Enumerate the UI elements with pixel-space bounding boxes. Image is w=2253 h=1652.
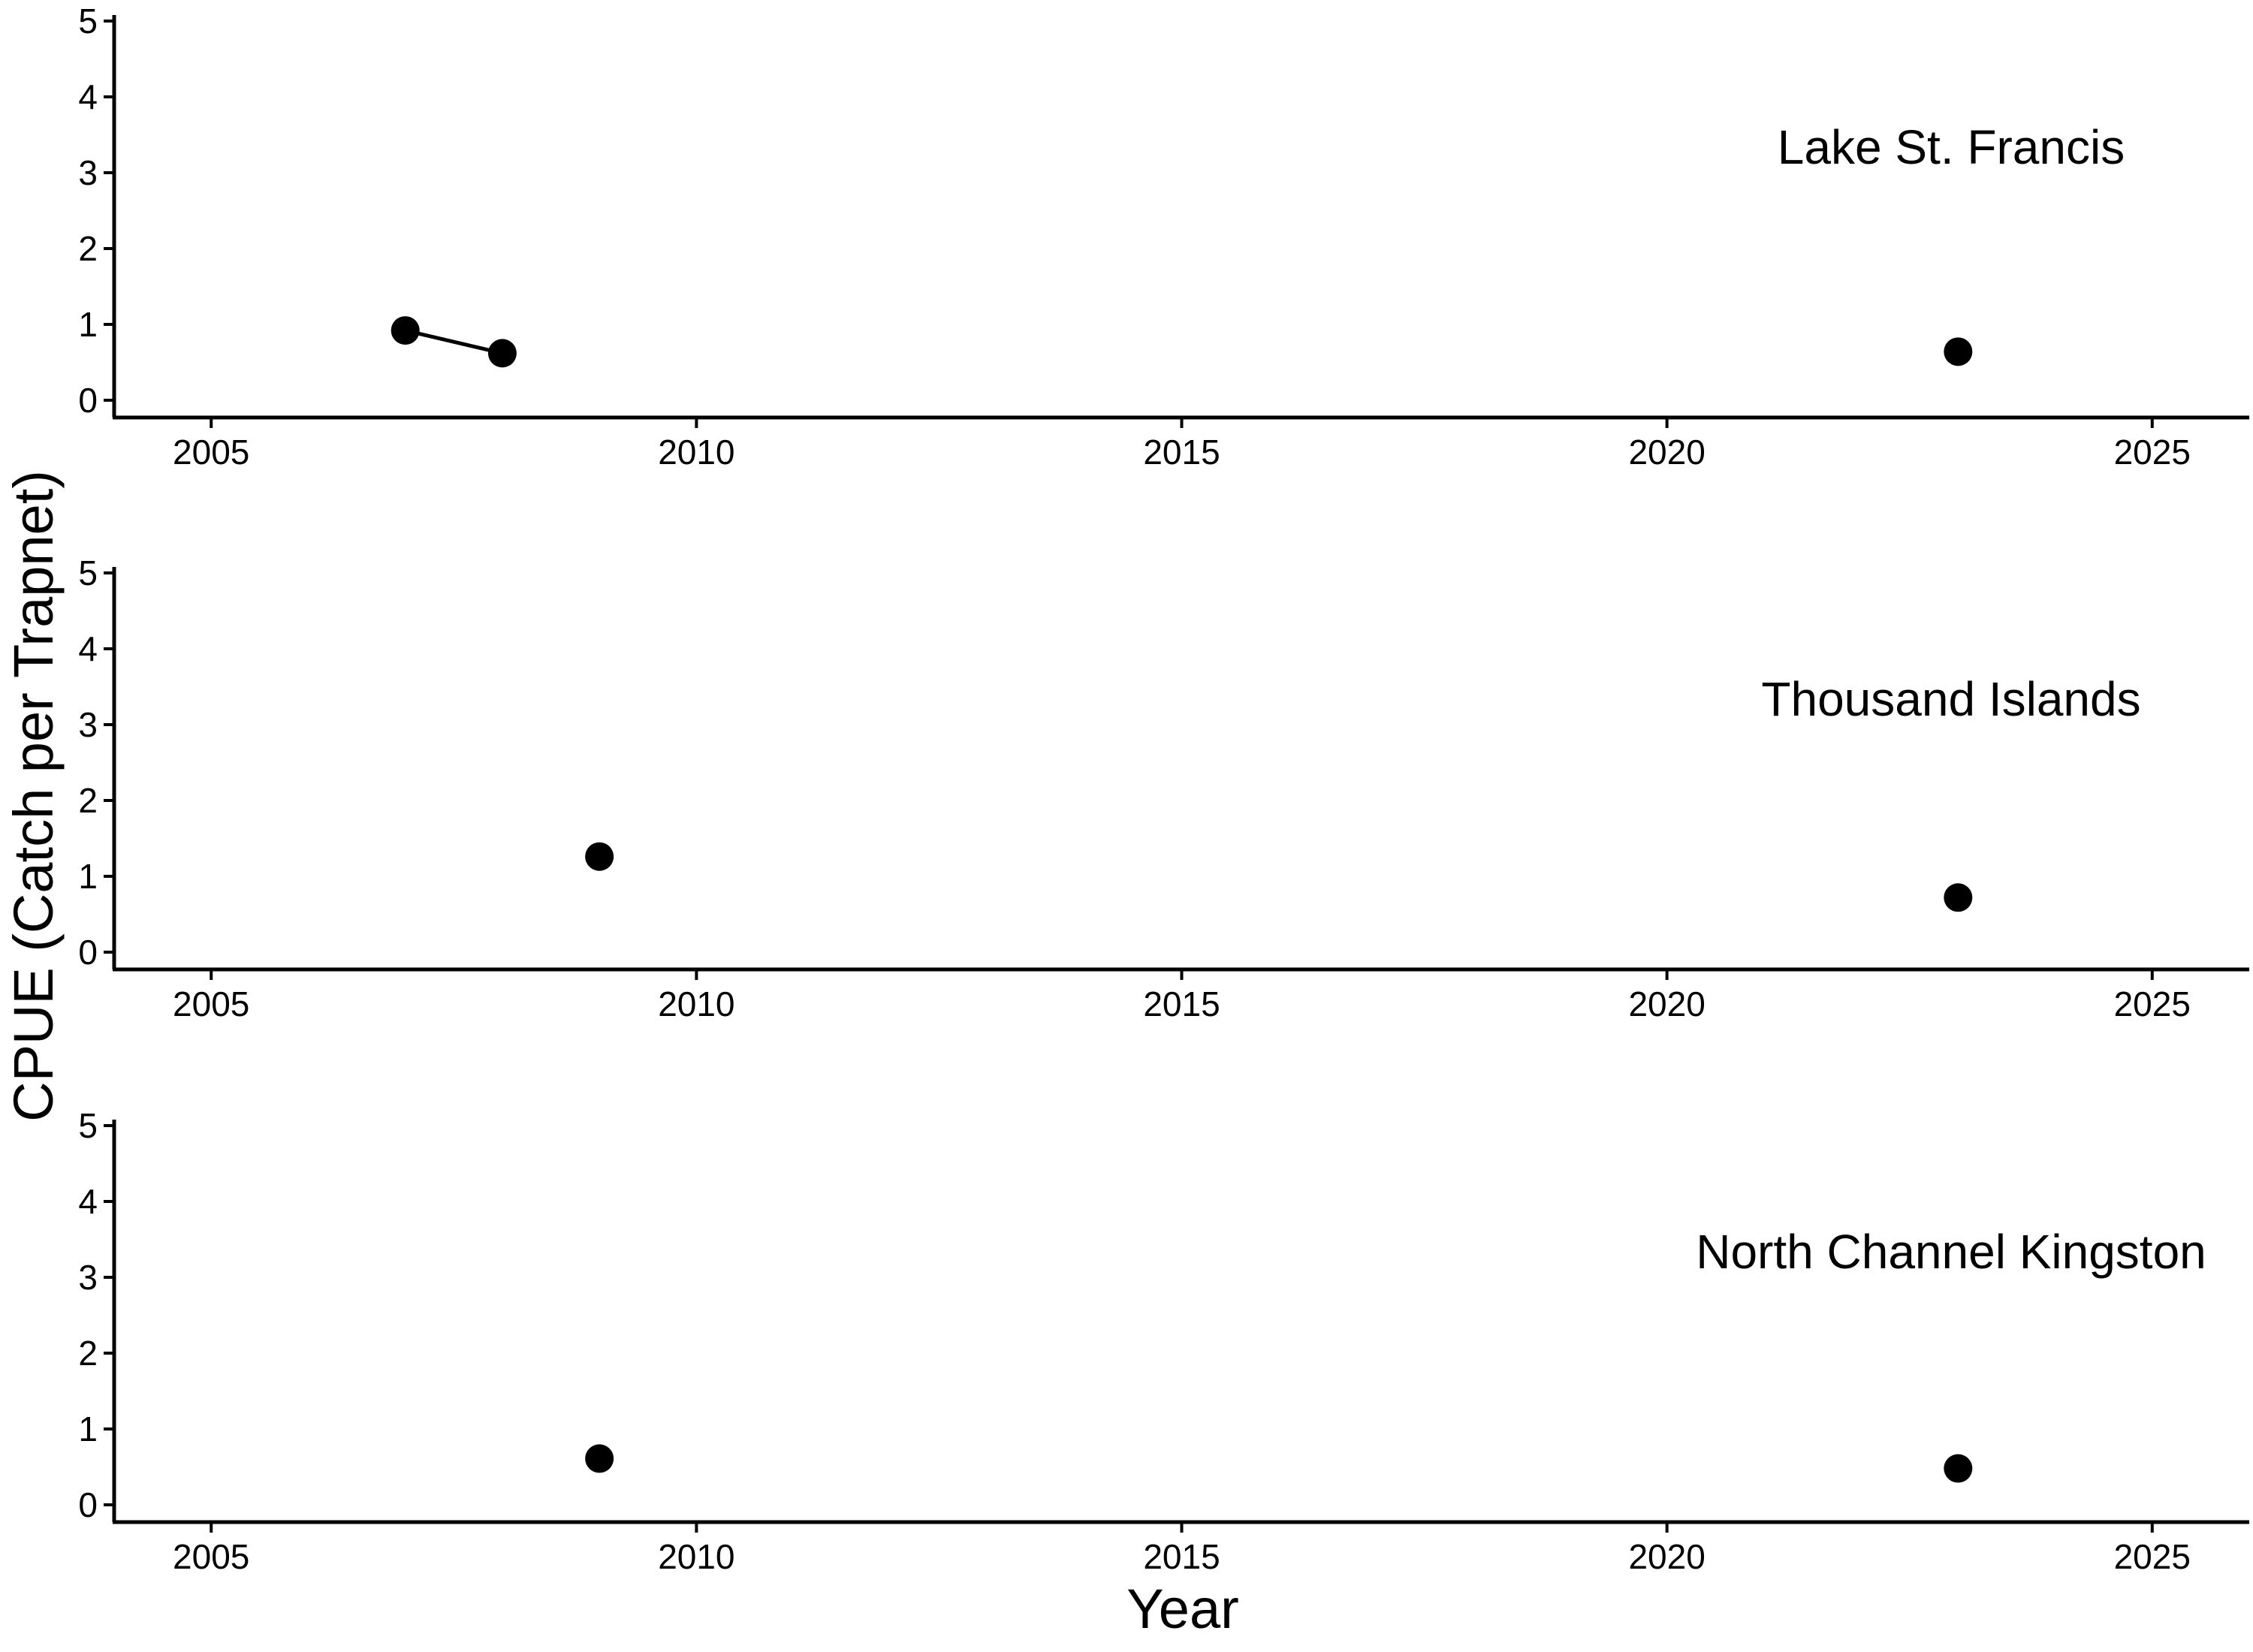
y-tick-label: 2 [78,781,98,820]
x-tick-label: 2015 [1143,1537,1220,1576]
y-tick-label: 5 [78,1106,98,1145]
x-tick-label: 2005 [173,1537,249,1576]
x-tick-label: 2010 [658,1537,734,1576]
panel: 0 1 2 3 4 5 2005 2010 2015 2020 2025 Lake St. Franc… [78,2,2249,472]
y-tick-label: 1 [78,305,98,344]
series-line [405,328,503,355]
y-tick-label: 0 [78,381,98,420]
data-point [585,1444,614,1473]
x-tick-label: 2005 [173,984,249,1023]
y-tick-label: 2 [78,229,98,268]
y-tick-label: 3 [78,705,98,744]
y-tick-label: 5 [78,2,98,41]
data-point [1944,337,1973,366]
x-tick-label: 2025 [2114,433,2191,472]
x-tick-label: 2020 [1628,984,1705,1023]
panel: 0 1 2 3 4 5 2005 2010 2015 2020 2025 Thousand Islan… [78,553,2249,1023]
data-point [1944,1454,1973,1483]
x-tick-label: 2020 [1628,1537,1705,1576]
y-tick-label: 3 [78,1258,98,1297]
x-axis-title: Year [1126,1578,1239,1640]
panel: 0 1 2 3 4 5 2005 2010 2015 2020 2025 North Channel … [78,1106,2249,1576]
y-tick-label: 3 [78,153,98,192]
x-tick-label: 2020 [1628,433,1705,472]
data-point [391,316,420,345]
panel-label: Lake St. Francis [1778,120,2125,174]
x-tick-label: 2010 [658,984,734,1023]
x-tick-label: 2010 [658,433,734,472]
y-tick-label: 5 [78,553,98,592]
y-tick-label: 1 [78,1409,98,1449]
y-tick-label: 1 [78,857,98,896]
y-tick-label: 2 [78,1334,98,1373]
data-point [487,339,517,368]
data-point [1944,883,1973,912]
x-tick-label: 2015 [1143,433,1220,472]
y-axis-title: CPUE (Catch per Trapnet) [2,470,65,1122]
y-tick-label: 4 [78,77,98,116]
panel-label: Thousand Islands [1761,672,2140,726]
panel-label: North Channel Kingston [1696,1225,2206,1279]
y-tick-label: 4 [78,629,98,668]
y-tick-label: 0 [78,933,98,972]
data-point [585,842,614,871]
x-tick-label: 2025 [2114,1537,2191,1576]
x-tick-label: 2025 [2114,984,2191,1023]
y-tick-label: 0 [78,1485,98,1524]
x-tick-label: 2005 [173,433,249,472]
x-tick-label: 2015 [1143,984,1220,1023]
y-tick-label: 4 [78,1182,98,1221]
